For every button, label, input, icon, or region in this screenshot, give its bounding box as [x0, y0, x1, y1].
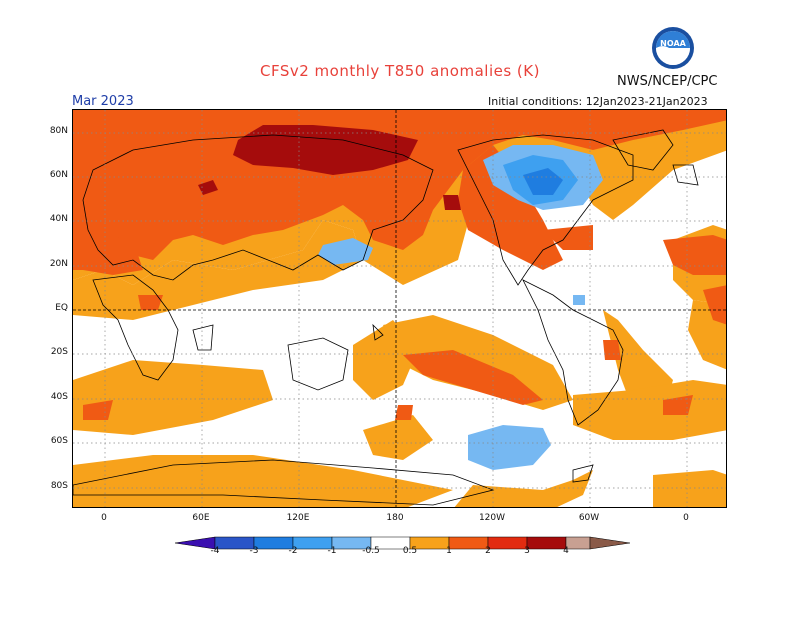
colorbar-label-neg4: -4 — [210, 546, 220, 556]
colorbar-label-4: 4 — [563, 546, 569, 556]
svg-text:NOAA: NOAA — [660, 39, 686, 48]
lon-label-0: 0 — [101, 513, 107, 523]
lat-label-60n: 60N — [49, 170, 68, 180]
lon-label-60w: 60W — [578, 513, 600, 523]
lon-label-120w: 120W — [478, 513, 506, 523]
anomaly-warm-3 — [198, 125, 461, 210]
colorbar-seg-11 — [589, 536, 631, 550]
lon-label-180: 180 — [386, 513, 404, 523]
colorbar-label-05: 0.5 — [402, 546, 418, 556]
lon-label-120e: 120E — [286, 513, 310, 523]
initial-conditions: Initial conditions: 12Jan2023-21Jan2023 — [488, 95, 708, 108]
colorbar-label-neg3: -3 — [249, 546, 259, 556]
colorbar-label-neg2: -2 — [288, 546, 298, 556]
chart-title: CFSv2 monthly T850 anomalies (K) — [260, 62, 540, 80]
noaa-logo: NOAA — [651, 26, 695, 70]
anomaly-map — [72, 109, 727, 508]
lat-label-20n: 20N — [49, 259, 68, 269]
lat-label-80s: 80S — [50, 481, 68, 491]
coastlines — [73, 129, 699, 506]
colorbar-label-1: 1 — [446, 546, 452, 556]
lat-label-60s: 60S — [50, 436, 68, 446]
agency-label: NWS/NCEP/CPC — [617, 74, 718, 89]
lat-label-40n: 40N — [49, 214, 68, 224]
colorbar-label-neg1: -1 — [327, 546, 337, 556]
lat-label-80n: 80N — [49, 126, 68, 136]
lat-label-20s: 20S — [50, 347, 68, 357]
lat-label-40s: 40S — [50, 392, 68, 402]
lat-label-eq: EQ — [55, 303, 68, 313]
forecast-month: Mar 2023 — [72, 94, 134, 109]
lat-lon-grid — [73, 110, 726, 507]
equator-dateline — [73, 110, 726, 507]
lon-label-0-east: 0 — [683, 513, 689, 523]
colorbar-label-3: 3 — [524, 546, 530, 556]
lon-label-60e: 60E — [192, 513, 210, 523]
colorbar — [174, 535, 631, 565]
colorbar-label-2: 2 — [485, 546, 491, 556]
colorbar-label-neg05: -0.5 — [362, 546, 380, 556]
anomaly-cool-2 — [523, 168, 563, 195]
